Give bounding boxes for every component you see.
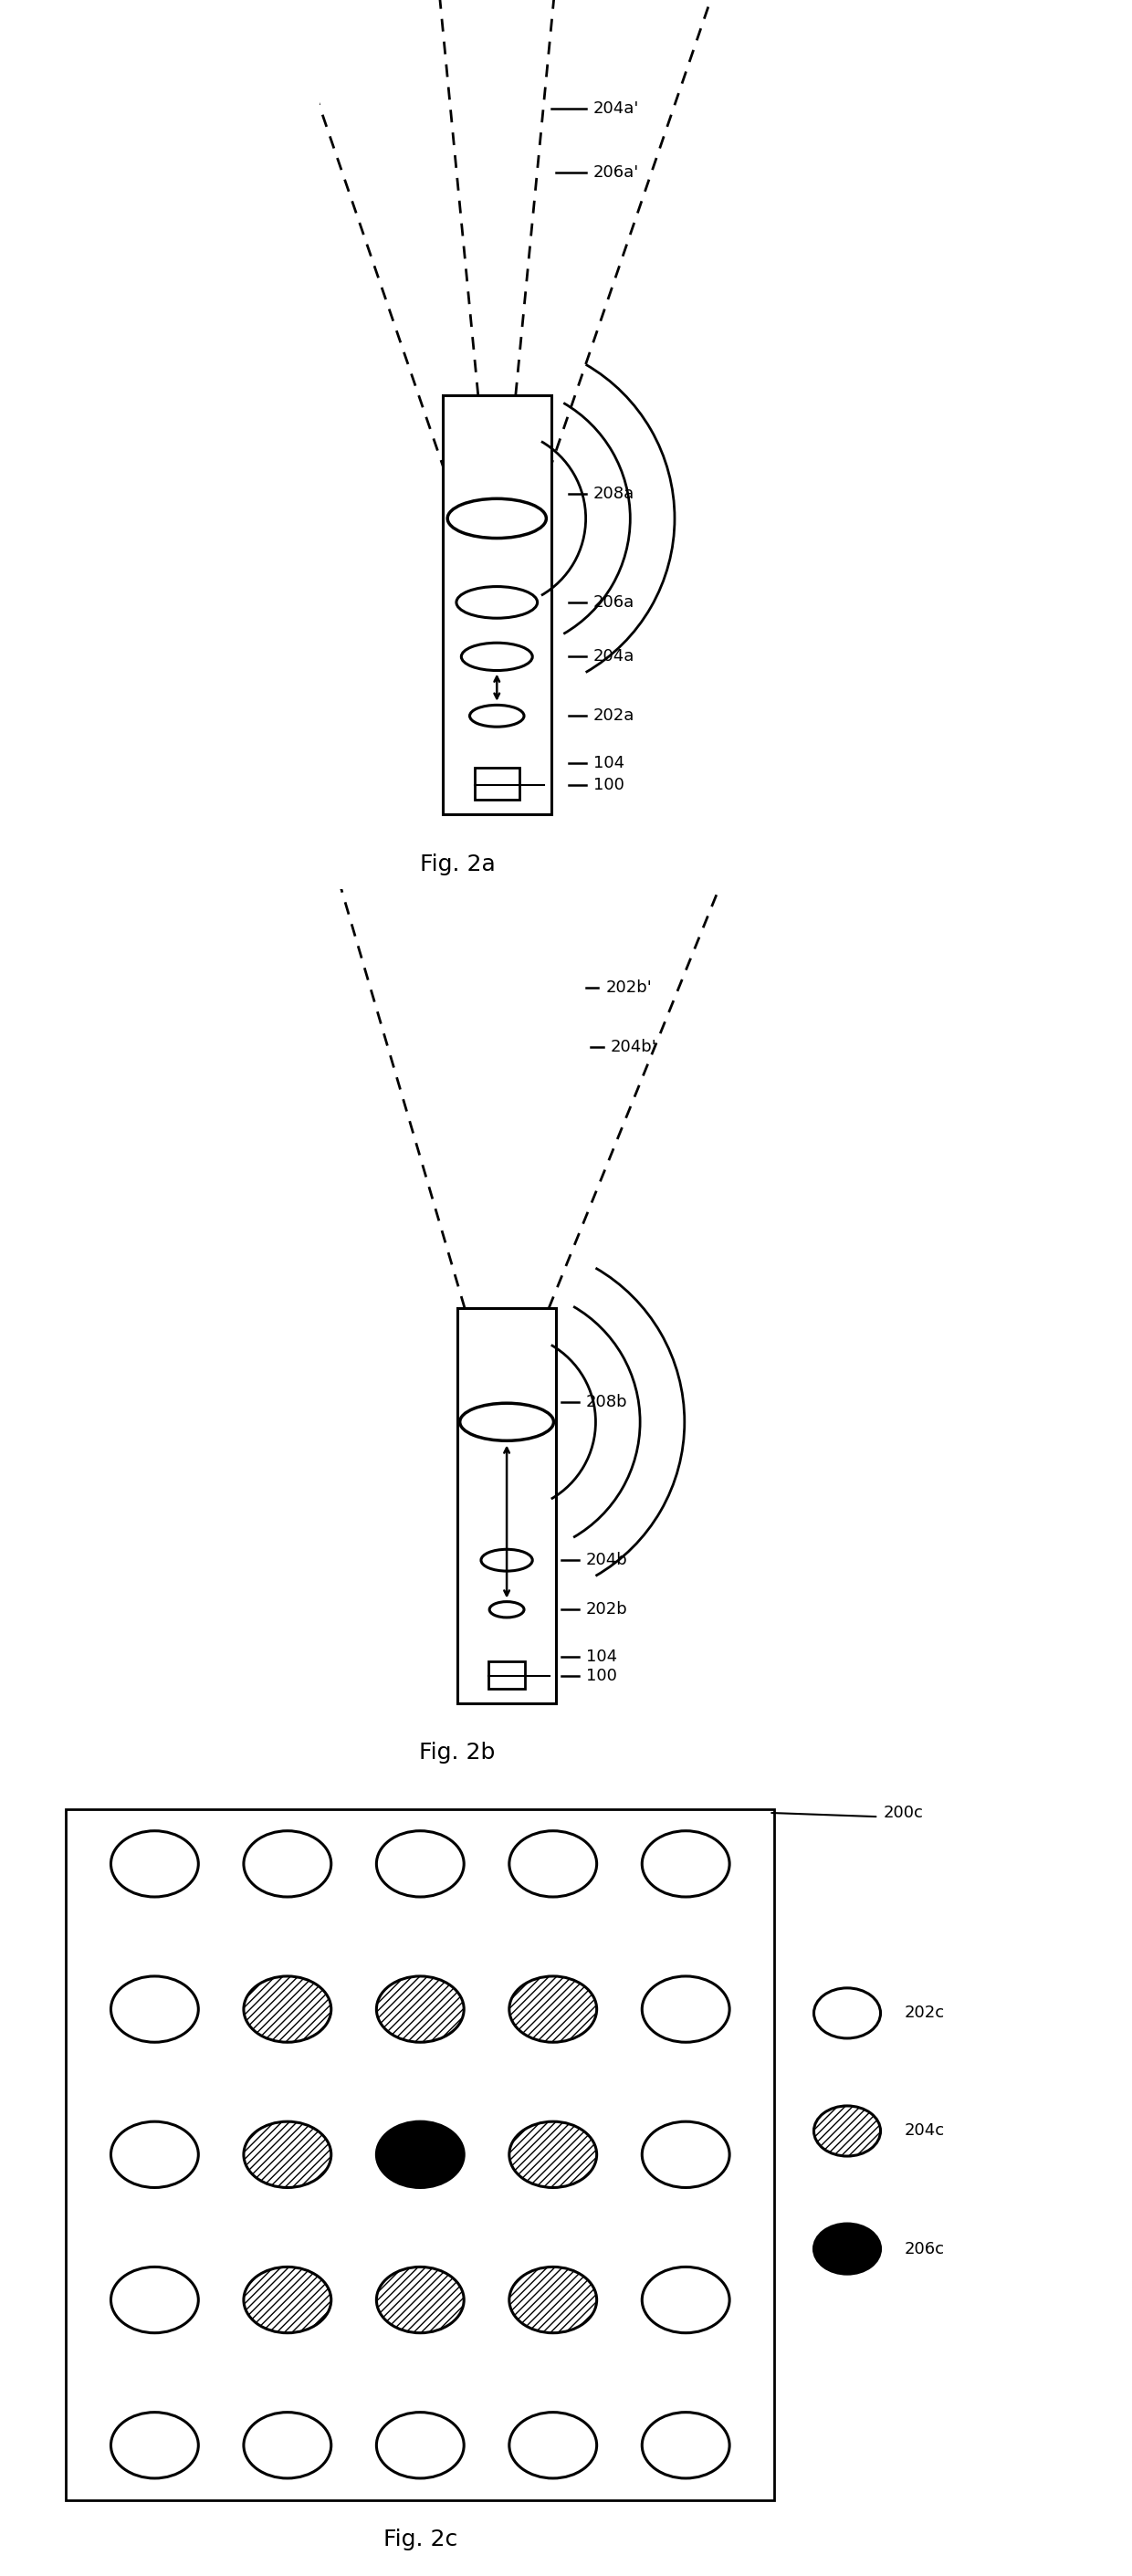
Ellipse shape <box>111 1976 198 2043</box>
Ellipse shape <box>509 2411 597 2478</box>
Bar <box>66 1808 774 2501</box>
Ellipse shape <box>243 1832 332 1896</box>
Ellipse shape <box>462 644 532 670</box>
Text: 202b: 202b <box>585 1602 627 1618</box>
Ellipse shape <box>447 500 547 538</box>
Ellipse shape <box>377 2267 464 2334</box>
Text: 208a: 208a <box>593 484 634 502</box>
Ellipse shape <box>460 1404 554 1440</box>
Text: 200c: 200c <box>884 1806 924 1821</box>
Bar <box>488 1662 525 1690</box>
Ellipse shape <box>814 1989 881 2038</box>
Text: 104: 104 <box>593 755 625 770</box>
Text: 206a: 206a <box>593 595 634 611</box>
Bar <box>443 394 551 814</box>
Text: 204b': 204b' <box>610 1038 657 1056</box>
Ellipse shape <box>243 2411 332 2478</box>
Ellipse shape <box>456 587 538 618</box>
Text: 204a': 204a' <box>593 100 640 116</box>
Text: 208b: 208b <box>585 1394 627 1412</box>
Ellipse shape <box>509 1976 597 2043</box>
Ellipse shape <box>814 2223 881 2275</box>
Text: 204a: 204a <box>593 649 635 665</box>
Ellipse shape <box>642 2123 729 2187</box>
Ellipse shape <box>489 1602 524 1618</box>
Ellipse shape <box>377 2411 464 2478</box>
Ellipse shape <box>111 2411 198 2478</box>
Ellipse shape <box>642 1832 729 1896</box>
Ellipse shape <box>642 2411 729 2478</box>
Ellipse shape <box>111 2123 198 2187</box>
Ellipse shape <box>111 1832 198 1896</box>
Text: 206a': 206a' <box>593 165 640 180</box>
Text: 204b: 204b <box>585 1551 627 1569</box>
Text: 202b': 202b' <box>606 979 652 997</box>
Ellipse shape <box>470 706 524 726</box>
Text: 104: 104 <box>585 1649 617 1664</box>
Text: Fig. 2b: Fig. 2b <box>419 1741 496 1765</box>
Text: 100: 100 <box>585 1669 617 1685</box>
Text: 206c: 206c <box>904 2241 944 2257</box>
Bar <box>457 1309 556 1703</box>
Ellipse shape <box>243 2123 332 2187</box>
Text: Fig. 2c: Fig. 2c <box>383 2530 457 2550</box>
Ellipse shape <box>243 1976 332 2043</box>
Ellipse shape <box>509 2267 597 2334</box>
Text: 202c: 202c <box>904 2004 945 2022</box>
Ellipse shape <box>814 2105 881 2156</box>
Ellipse shape <box>509 2123 597 2187</box>
Ellipse shape <box>243 2267 332 2334</box>
Text: 100: 100 <box>593 778 624 793</box>
Ellipse shape <box>642 2267 729 2334</box>
Text: 202a: 202a <box>593 708 635 724</box>
Ellipse shape <box>481 1548 532 1571</box>
Ellipse shape <box>111 2267 198 2334</box>
Bar <box>474 768 520 799</box>
Text: Fig. 2a: Fig. 2a <box>420 853 495 876</box>
Ellipse shape <box>377 1832 464 1896</box>
Ellipse shape <box>377 2123 464 2187</box>
Ellipse shape <box>509 1832 597 1896</box>
Text: 204c: 204c <box>904 2123 945 2138</box>
Ellipse shape <box>377 1976 464 2043</box>
Ellipse shape <box>642 1976 729 2043</box>
